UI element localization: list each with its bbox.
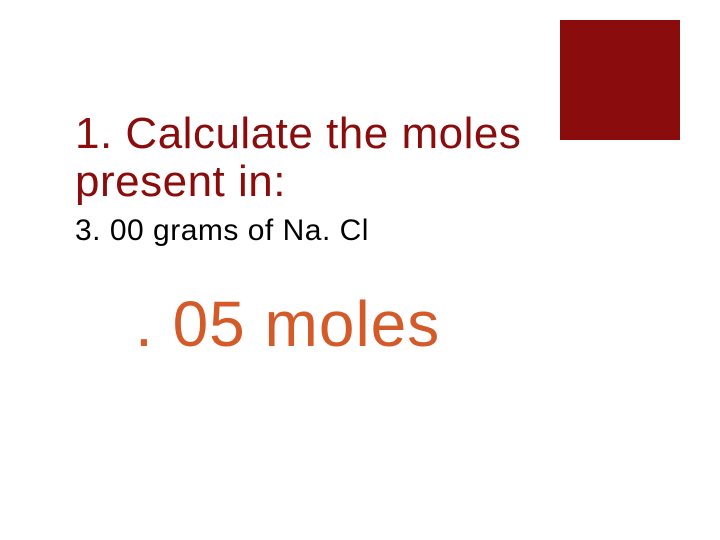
slide-answer: . 05 moles <box>135 289 655 359</box>
slide-subtitle: 3. 00 grams of Na. Cl <box>75 213 655 249</box>
slide-title: 1. Calculate the moles present in: <box>75 110 655 207</box>
slide-content: 1. Calculate the moles present in: 3. 00… <box>75 110 655 359</box>
